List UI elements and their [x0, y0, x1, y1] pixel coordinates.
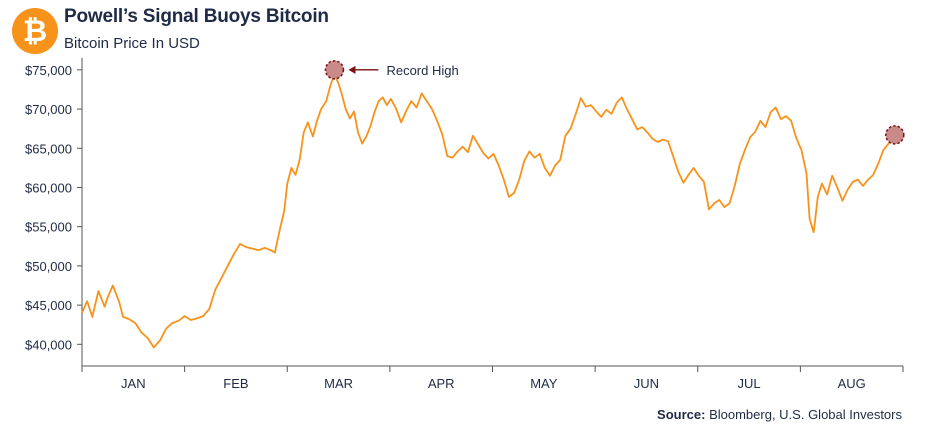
y-tick-label: $60,000	[25, 180, 72, 195]
bitcoin-icon: ₿	[23, 15, 47, 48]
x-tick-label: AUG	[838, 376, 866, 391]
x-tick-label: JAN	[121, 376, 146, 391]
y-tick-label: $45,000	[25, 298, 72, 313]
x-tick-label: MAY	[530, 376, 558, 391]
y-tick-label: $70,000	[25, 102, 72, 117]
svg-text:₿: ₿	[23, 15, 47, 48]
y-tick-label: $75,000	[25, 63, 72, 78]
x-tick-label: JUL	[738, 376, 761, 391]
y-tick-label: $50,000	[25, 259, 72, 274]
x-tick-label: APR	[428, 376, 455, 391]
source-text: Bloomberg, U.S. Global Investors	[709, 407, 902, 422]
y-tick-label: $55,000	[25, 220, 72, 235]
x-tick-label: MAR	[324, 376, 353, 391]
price-series-line	[81, 72, 896, 349]
record-high-label: Record High	[386, 63, 458, 78]
chart-title: Powell’s Signal Buoys Bitcoin	[64, 6, 329, 27]
x-tick-label: FEB	[223, 376, 248, 391]
record-high-marker	[324, 60, 345, 80]
bitcoin-logo: ₿	[12, 8, 58, 54]
chart-subtitle: Bitcoin Price In USD	[64, 35, 200, 52]
y-tick-label: $40,000	[25, 337, 72, 352]
record-high-arrowhead	[348, 65, 356, 74]
y-tick-label: $65,000	[25, 141, 72, 156]
latest-price-marker	[885, 125, 905, 145]
x-tick-label: JUN	[634, 376, 659, 391]
source-note: Source: Bloomberg, U.S. Global Investors	[657, 407, 902, 422]
source-label: Source:	[657, 407, 706, 422]
